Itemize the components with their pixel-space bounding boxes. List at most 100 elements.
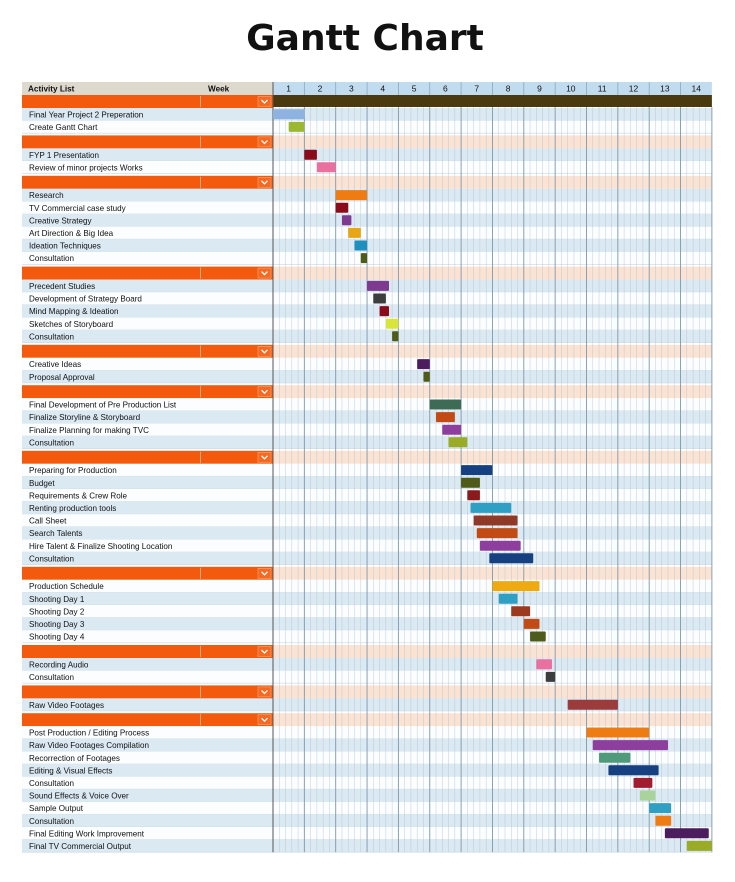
chevron-down-icon	[261, 455, 268, 460]
task-bar	[476, 528, 518, 539]
section-header	[22, 713, 273, 727]
section-divider	[200, 267, 201, 279]
section-header	[22, 685, 273, 699]
task-bar	[479, 540, 521, 551]
section-dropdown-button[interactable]	[257, 567, 272, 579]
task-bar	[467, 490, 480, 501]
chart-title: Gantt Chart	[246, 18, 484, 59]
task-label: Renting production tools	[29, 504, 116, 513]
task-label: Shooting Day 2	[29, 607, 85, 616]
task-label: Consultation	[29, 438, 74, 447]
task-label: Raw Video Footages	[29, 701, 104, 710]
task-bar	[385, 318, 399, 329]
week-tick-label: 1	[286, 84, 291, 94]
week-tick-label: 14	[691, 84, 701, 94]
task-bar	[341, 215, 352, 226]
task-label: Sound Effects & Voice Over	[29, 792, 129, 801]
task-bar	[461, 465, 493, 476]
section-header	[22, 385, 273, 399]
week-tick-label: 10	[566, 84, 576, 94]
task-label: Consultation	[29, 554, 74, 563]
task-label: Recorrection of Footages	[29, 754, 120, 763]
task-label: Final Year Project 2 Preperation	[29, 110, 143, 119]
task-bar	[523, 618, 540, 629]
task-bar	[316, 162, 336, 173]
task-bar	[639, 790, 656, 801]
section-dropdown-button[interactable]	[257, 686, 272, 698]
task-bar	[473, 515, 518, 526]
section-divider	[200, 646, 201, 657]
task-bar	[373, 293, 386, 304]
section-header	[22, 95, 273, 108]
task-label: Finalize Planning for making TVC	[29, 426, 149, 435]
task-bar	[442, 424, 462, 435]
task-bar	[530, 631, 546, 642]
task-bar	[649, 803, 672, 814]
task-bar	[360, 253, 368, 264]
task-label: FYP 1 Presentation	[29, 151, 99, 160]
section-dropdown-button[interactable]	[257, 267, 272, 279]
task-label: Preparing for Production	[29, 466, 117, 475]
task-label: Consultation	[29, 332, 74, 341]
task-label: Call Sheet	[29, 517, 67, 526]
week-tick-label: 3	[349, 84, 354, 94]
task-bar	[545, 671, 556, 682]
week-tick-label: 13	[660, 84, 670, 94]
header-activity-cell	[22, 82, 273, 95]
section-dropdown-button[interactable]	[257, 714, 272, 726]
section-dropdown-button[interactable]	[257, 646, 272, 657]
section-header	[22, 566, 273, 580]
task-label: Proposal Approval	[29, 373, 95, 382]
task-label: Review of minor projects Works	[29, 163, 143, 172]
section-header	[22, 645, 273, 658]
section-divider	[200, 686, 201, 698]
week-tick-label: 4	[380, 84, 385, 94]
week-tick-label: 9	[537, 84, 542, 94]
chevron-down-icon	[261, 139, 268, 145]
chevron-down-icon	[261, 99, 268, 104]
chevron-down-icon	[261, 180, 268, 185]
section-header	[22, 344, 273, 358]
chevron-down-icon	[261, 271, 268, 276]
activity-list-header: Activity List	[28, 85, 75, 94]
task-bar	[335, 202, 349, 213]
week-tick-label: 12	[629, 84, 639, 94]
section-divider	[200, 451, 201, 463]
task-bar	[448, 437, 468, 448]
task-bar	[392, 331, 399, 342]
section-dropdown-button[interactable]	[257, 451, 272, 463]
section-divider	[200, 176, 201, 188]
task-bar	[470, 502, 512, 513]
section-divider	[200, 345, 201, 357]
task-label: Art Direction & Big Idea	[29, 229, 114, 238]
task-bar	[492, 581, 540, 592]
section-header	[22, 135, 273, 149]
chevron-down-icon	[261, 349, 268, 354]
task-label: Ideation Techniques	[29, 242, 101, 251]
section-divider	[200, 386, 201, 398]
task-bar	[429, 399, 462, 410]
task-bar	[367, 280, 389, 291]
task-bar	[686, 840, 712, 851]
task-label: Consultation	[29, 673, 74, 682]
task-label: Finalize Storyline & Storyboard	[29, 413, 140, 422]
chevron-down-icon	[261, 571, 268, 576]
task-bar	[498, 593, 518, 604]
task-bar	[379, 306, 389, 317]
task-label: Consultation	[29, 254, 74, 263]
section-dropdown-button[interactable]	[257, 96, 272, 107]
task-bar	[655, 815, 672, 826]
section-dropdown-button[interactable]	[257, 177, 272, 188]
section-dropdown-button[interactable]	[257, 386, 272, 398]
week-tick-label: 11	[598, 84, 607, 94]
section-dropdown-button[interactable]	[257, 136, 272, 148]
task-label: Final Editing Work Improvement	[29, 829, 145, 838]
week-tick-label: 5	[412, 84, 417, 94]
task-bar	[489, 553, 534, 564]
task-label: Editing & Visual Effects	[29, 766, 112, 775]
task-label: Requirements & Crew Role	[29, 491, 128, 500]
task-bar	[417, 359, 430, 370]
week-tick-label: 2	[318, 84, 323, 94]
section-dropdown-button[interactable]	[257, 345, 272, 357]
